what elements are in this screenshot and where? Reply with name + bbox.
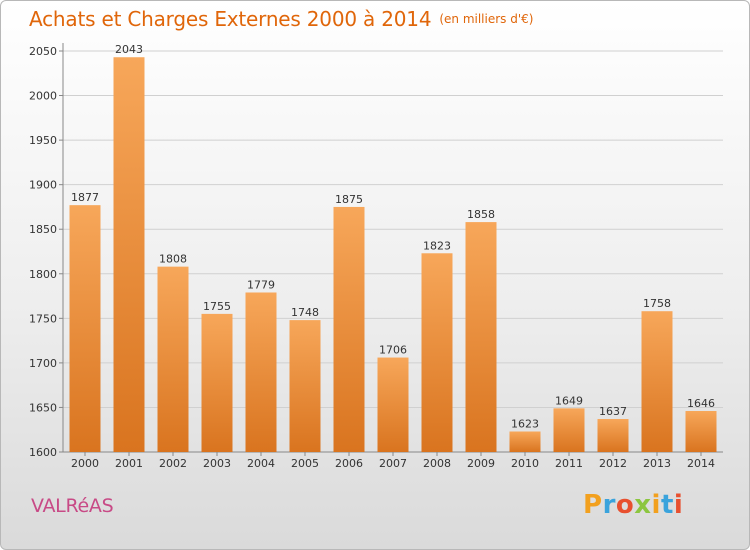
data-label: 1646 [687,397,715,410]
commune-name: VALRéAS [31,495,114,517]
x-tick-label: 2004 [247,457,275,470]
y-tick-label: 1800 [29,268,57,281]
bar-2000[interactable] [69,205,101,452]
logo-letter: x [634,490,652,520]
chart-unit-label: (en milliers d'€) [439,12,534,26]
data-label: 1748 [291,306,319,319]
data-label: 2043 [115,43,143,56]
bar-2013[interactable] [641,311,673,452]
logo-letter: r [602,490,616,520]
x-tick-labels: 2000 2001 2002 2003 2004 2005 2006 2007 2008 2009… [71,452,715,470]
bar-2005[interactable] [289,320,321,452]
bar-2004[interactable] [245,292,277,452]
y-tick-label: 1850 [29,223,57,236]
y-tick-label: 2000 [29,90,57,103]
y-tick-label: 1750 [29,312,57,325]
x-tick-label: 2006 [335,457,363,470]
data-label: 1823 [423,239,451,252]
y-tick-label: 1900 [29,179,57,192]
bar-2014[interactable] [685,411,717,452]
bar-2001[interactable] [113,57,145,452]
x-tick-label: 2007 [379,457,407,470]
y-tick-label: 2050 [29,45,57,58]
data-label: 1808 [159,253,187,266]
data-label: 1758 [643,297,671,310]
data-label: 1623 [511,418,539,431]
x-tick-label: 2009 [467,457,495,470]
bar-2009[interactable] [465,222,497,452]
data-label: 1875 [335,193,363,206]
chart-title: Achats et Charges Externes 2000 à 2014 (e… [29,7,533,31]
x-tick-label: 2014 [687,457,715,470]
bar-2007[interactable] [377,357,409,452]
data-labels: 1877 2043 1808 1755 1779 1748 1875 1706 1823 1858… [71,43,715,430]
logo-letter: P [583,490,603,520]
chart-title-text: Achats et Charges Externes 2000 à 2014 [29,7,432,31]
data-label: 1706 [379,344,407,357]
bar-2010[interactable] [509,431,541,452]
proxiti-logo[interactable]: Proxiti [583,490,683,520]
x-tick-label: 2011 [555,457,583,470]
x-tick-label: 2002 [159,457,187,470]
x-tick-label: 2012 [599,457,627,470]
bar-2006[interactable] [333,206,365,452]
y-tick-label: 1650 [29,401,57,414]
bar-2011[interactable] [553,408,585,452]
x-tick-label: 2000 [71,457,99,470]
logo-letter: o [615,490,635,520]
bar-2003[interactable] [201,313,233,452]
y-tick-label: 1700 [29,357,57,370]
x-tick-label: 2008 [423,457,451,470]
bars [69,57,717,452]
y-tick-label: 1600 [29,446,57,459]
bar-2008[interactable] [421,253,453,452]
data-label: 1858 [467,208,495,221]
logo-letter: t [660,490,674,520]
data-label: 1779 [247,278,275,291]
x-tick-label: 2001 [115,457,143,470]
bar-2002[interactable] [157,266,189,452]
data-label: 1637 [599,405,627,418]
data-label: 1877 [71,191,99,204]
y-tick-label: 1950 [29,134,57,147]
x-tick-label: 2003 [203,457,231,470]
data-label: 1755 [203,300,231,313]
data-label: 1649 [555,394,583,407]
bar-2012[interactable] [597,419,629,452]
logo-letter: i [673,490,684,520]
x-tick-label: 2013 [643,457,671,470]
x-tick-label: 2010 [511,457,539,470]
logo-letter: i [651,490,661,520]
y-tick-labels: 1600 1650 1700 1750 1800 1850 1900 1950 2000 2050 [29,45,57,459]
x-tick-label: 2005 [291,457,319,470]
